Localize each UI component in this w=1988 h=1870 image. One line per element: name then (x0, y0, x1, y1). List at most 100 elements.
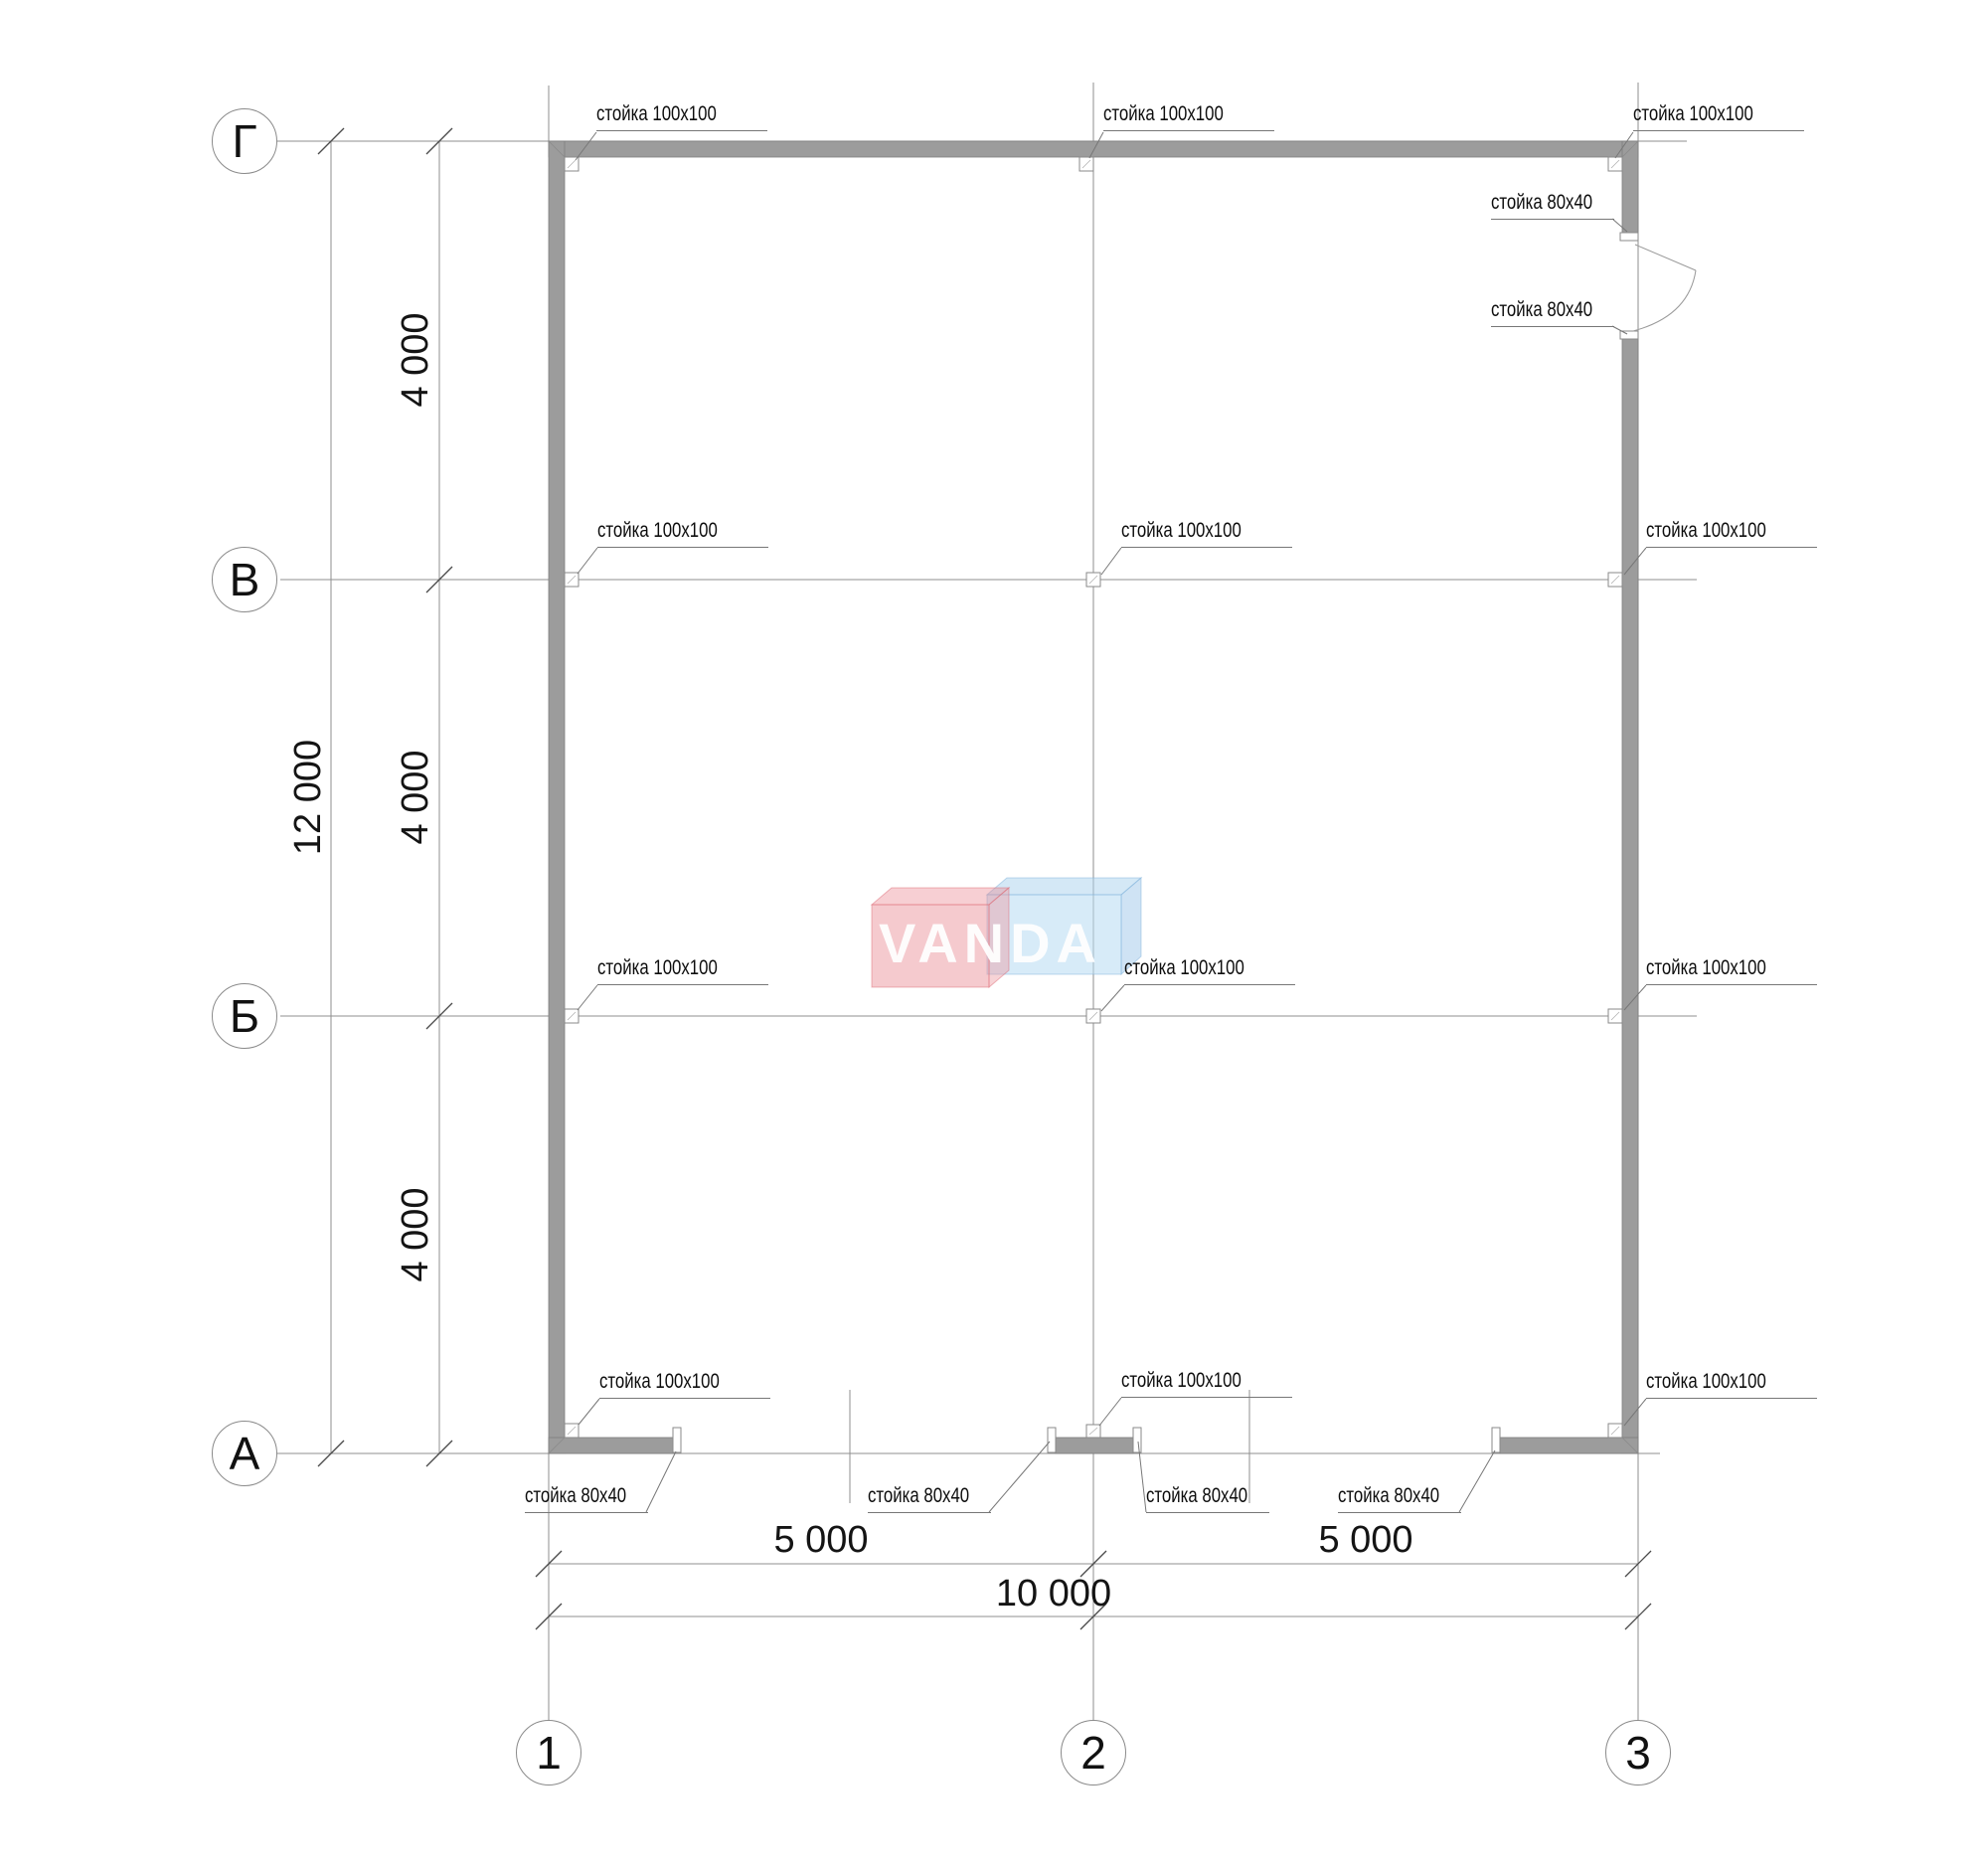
post-80x40 (672, 1427, 682, 1453)
tick (425, 1440, 453, 1467)
miter-bottom-left (548, 1437, 566, 1454)
callout-text: стойка 100x100 (1633, 102, 1753, 125)
post-check (1610, 575, 1620, 585)
callout-post-80x40: стойка 80x40 (868, 1484, 991, 1513)
walls (548, 140, 1639, 1454)
tick (535, 1603, 563, 1630)
tick (535, 1550, 563, 1578)
callout-post-100x100: стойка 100x100 (1121, 519, 1292, 548)
post-check (1088, 575, 1098, 585)
callout-text: стойка 100x100 (596, 102, 717, 125)
logo-pink-box-top (870, 887, 1011, 906)
callout-text: стойка 100x100 (1103, 102, 1224, 125)
leader (575, 131, 597, 161)
callout-text: стойка 100x100 (599, 1370, 720, 1393)
callout-text: стойка 100x100 (1646, 519, 1766, 542)
post-check (1081, 159, 1091, 169)
post-80x40 (1491, 1427, 1501, 1453)
dim-text-4000-bottom: 4 000 (395, 1187, 436, 1282)
dimension-lines (330, 141, 1638, 1617)
axis-label: А (229, 1428, 260, 1479)
axis-circle-row-g: Г (212, 108, 277, 174)
callout-post-100x100: стойка 100x100 (599, 1370, 770, 1399)
callout-text: стойка 100x100 (1121, 1369, 1242, 1392)
callout-post-100x100: стойка 100x100 (1646, 519, 1817, 548)
callout-post-80x40: стойка 80x40 (1491, 191, 1614, 220)
leader (577, 547, 598, 575)
post-check (567, 1426, 577, 1436)
tick (425, 566, 453, 594)
leader (1100, 984, 1125, 1012)
callout-text: стойка 80x40 (525, 1484, 627, 1507)
wall-right-above-door (1621, 140, 1639, 242)
callout-text: стойка 100x100 (1646, 1370, 1766, 1393)
wall-miter-joints (548, 140, 1639, 1454)
callout-leaders (575, 131, 1647, 1513)
dim-text-10000: 10 000 (995, 1573, 1112, 1615)
leader (577, 984, 598, 1011)
leader (1623, 1398, 1647, 1427)
axis-circle-row-a: А (212, 1421, 277, 1486)
callout-text: стойка 80x40 (1491, 298, 1593, 321)
tick (1624, 1603, 1652, 1630)
leader (1611, 218, 1628, 233)
leader (1611, 325, 1628, 335)
callout-post-100x100: стойка 100x100 (597, 519, 768, 548)
callout-post-80x40: стойка 80x40 (1491, 298, 1614, 327)
dim-text-4000-middle: 4 000 (395, 750, 436, 845)
wall-right-below-door (1621, 330, 1639, 1454)
axis-label: Г (232, 115, 257, 167)
callout-text: стойка 100x100 (1121, 519, 1242, 542)
dimension-ticks (317, 127, 1652, 1630)
miter-bottom-right (1621, 1437, 1639, 1454)
axis-label: 2 (1080, 1727, 1106, 1779)
wall-bottom-left-segment (548, 1437, 674, 1454)
axis-circle-col-1: 1 (516, 1720, 581, 1785)
post-check (567, 159, 577, 169)
callout-text: стойка 100x100 (597, 956, 718, 979)
vanda-logo-text: VANDA (879, 912, 1102, 974)
leader (988, 1441, 1051, 1513)
callout-text: стойка 80x40 (1146, 1484, 1248, 1507)
logo-blue-box-top (985, 877, 1143, 896)
callout-text: стойка 80x40 (868, 1484, 970, 1507)
tick (425, 1002, 453, 1030)
callout-text: стойка 100x100 (597, 519, 718, 542)
tick (425, 127, 453, 155)
leader (1100, 547, 1122, 576)
door-leaf (1634, 244, 1697, 271)
leader (1137, 1441, 1147, 1513)
callout-text: стойка 80x40 (1491, 191, 1593, 214)
tick (1079, 1550, 1107, 1578)
tick (317, 1440, 345, 1467)
callout-post-100x100: стойка 100x100 (597, 956, 768, 985)
post-80x40-door-top (1619, 232, 1639, 242)
callout-post-100x100: стойка 100x100 (1124, 956, 1295, 985)
tick (317, 127, 345, 155)
callout-post-100x100: стойка 100x100 (1633, 102, 1804, 131)
wall-bottom-right-segment (1499, 1437, 1639, 1454)
post-check (1610, 159, 1620, 169)
door-swing (1632, 244, 1697, 332)
tick (1079, 1603, 1107, 1630)
post-check (1610, 1426, 1620, 1436)
axis-circle-row-b: Б (212, 983, 277, 1049)
leader (1088, 131, 1104, 159)
callout-post-80x40: стойка 80x40 (1338, 1484, 1461, 1513)
callout-text: стойка 100x100 (1124, 956, 1244, 979)
post-check (1088, 1011, 1098, 1021)
posts-80x40 (672, 232, 1639, 1453)
leader (645, 1450, 677, 1513)
post-check-marks (567, 159, 1620, 1436)
post-check (567, 575, 577, 585)
wall-left (548, 140, 566, 1454)
axis-circle-row-v: В (212, 547, 277, 612)
axis-label: 3 (1625, 1727, 1651, 1779)
callout-post-80x40: стойка 80x40 (525, 1484, 648, 1513)
dim-text-4000-top: 4 000 (395, 312, 436, 408)
leader (1458, 1449, 1496, 1513)
miter-top-left (548, 140, 566, 158)
callout-post-80x40: стойка 80x40 (1146, 1484, 1269, 1513)
